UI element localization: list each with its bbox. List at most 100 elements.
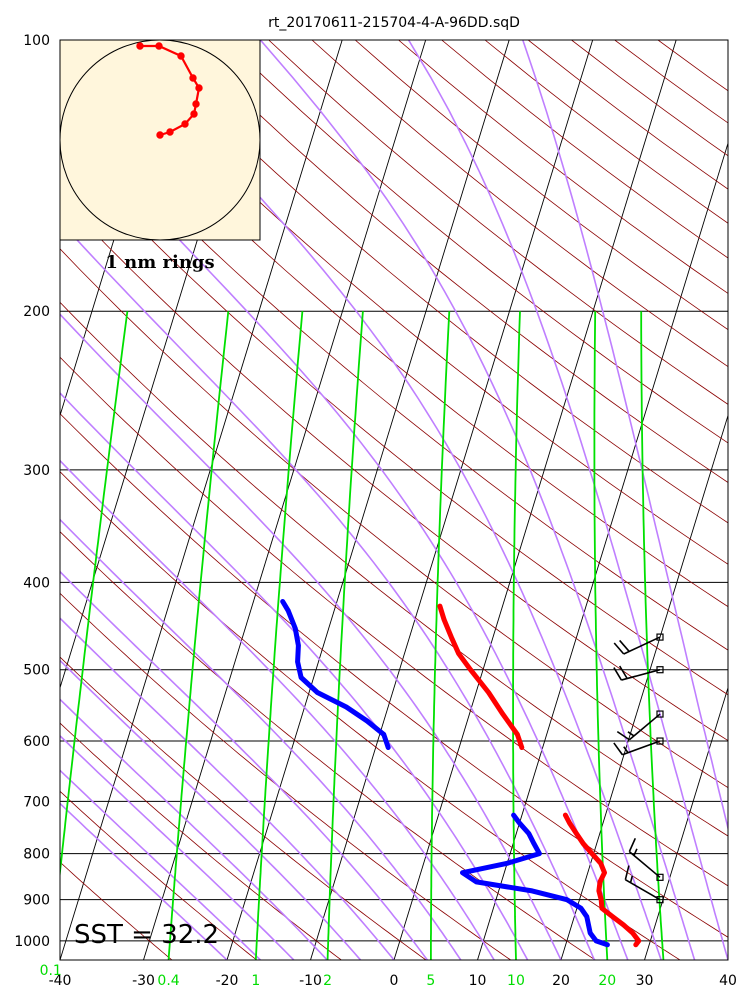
wind-barb-flag (628, 837, 637, 852)
temperature-profile-point (563, 812, 568, 818)
pressure-tick-label: 800 (23, 847, 50, 863)
mixing-ratio-line (60, 311, 129, 881)
wind-barb-shaft (623, 636, 661, 655)
temperature-tick-label: 20 (552, 973, 570, 989)
pressure-tick-label: 400 (23, 575, 50, 591)
temperature-profile-point (633, 942, 639, 948)
hodograph-trace (140, 44, 201, 137)
isotherm-line (143, 40, 427, 960)
temperature-tick-label: -40 (49, 973, 72, 989)
mixing-ratio-line (593, 311, 609, 960)
moist-adiabat-line (60, 108, 629, 960)
hodograph-point (156, 131, 164, 139)
wind-barb-flag (613, 667, 623, 681)
wind-barb (613, 665, 664, 681)
dry-adiabat-line (60, 413, 728, 938)
dry-adiabat-line (60, 145, 728, 696)
isotherm-line (60, 40, 343, 960)
dewpoint-profile-point (385, 745, 391, 750)
wind-barb-station (656, 710, 664, 718)
temperature-profile-point (599, 897, 604, 902)
temperature-profile-point (621, 922, 626, 928)
mixing-ratio-tick-label: 20 (598, 973, 616, 989)
wind-barb (613, 633, 664, 655)
dewpoint-profile-point (293, 626, 298, 631)
dewpoint-profile-point (564, 897, 570, 902)
hodograph-point (136, 42, 144, 50)
wind-barb-half-flag (623, 746, 629, 754)
dewpoint-profile-point (364, 718, 370, 724)
temperature-profile-point (486, 690, 491, 695)
temperature-profile-point (574, 831, 579, 836)
pressure-tick-label: 700 (23, 794, 50, 810)
temperature-profile-point (515, 732, 520, 737)
wind-barb (616, 710, 664, 741)
temperature-profile-point (597, 879, 603, 885)
dewpoint-profile-point (587, 930, 593, 936)
mixing-ratio-tick-label: 10 (507, 973, 525, 989)
dewpoint-profile-point (298, 675, 304, 680)
temperature-profile-point (598, 861, 603, 866)
temperature-profile-point (596, 888, 602, 894)
sst-annotation: SST = 32.2 (74, 920, 219, 950)
temperature-tick-label: -30 (132, 973, 155, 989)
temperature-profile-point (500, 711, 506, 717)
dewpoint-profile-point (531, 841, 537, 846)
hodograph-point (192, 100, 200, 108)
dewpoint-profile-point (605, 942, 610, 948)
isotherm-line (226, 40, 510, 960)
moist-adiabat-line (522, 40, 728, 832)
dewpoint-profile-point (537, 851, 542, 856)
dewpoint-profile-point (526, 831, 532, 836)
wind-barb (628, 837, 664, 881)
mixing-ratio-line (512, 311, 521, 960)
mixing-ratio-tick-label: 1 (251, 973, 260, 989)
wind-barb-station (656, 896, 664, 904)
isotherm-line (644, 686, 728, 960)
hodograph-background (59, 39, 261, 241)
mixing-ratio-tick-label: 5 (426, 973, 435, 989)
dewpoint-profile-point (315, 690, 320, 695)
moist-adiabat-line (60, 659, 362, 960)
temperature-tick-label: -10 (299, 973, 322, 989)
wind-barb-half-flag (627, 731, 635, 737)
dewpoint-profile-point (578, 906, 584, 911)
wind-barb-flag (624, 865, 630, 880)
dewpoint-profile-point (460, 870, 465, 875)
pressure-tick-label: 500 (23, 663, 50, 679)
moist-adiabat-line (60, 734, 295, 960)
wind-barb-half-flag (629, 875, 634, 883)
chart-title: rt_20170611-215704-4-A-96DD.sqD (268, 15, 520, 31)
dry-adiabat-line (181, 40, 728, 483)
moist-adiabat-line (60, 802, 228, 960)
temperature-profile-point (437, 603, 443, 609)
temperature-tick-label: -20 (216, 973, 239, 989)
dewpoint-profile-point (344, 704, 349, 710)
temperature-tick-label: 10 (469, 973, 487, 989)
hodograph-point (190, 110, 198, 118)
wind-barbs (613, 633, 664, 904)
dry-adiabat-line (60, 592, 511, 960)
isotherm-line (393, 40, 677, 960)
hodograph-point (181, 120, 189, 128)
mixing-ratio-line (430, 311, 451, 960)
mixing-ratio-tick-label: 2 (323, 973, 332, 989)
dewpoint-profile-point (286, 608, 291, 613)
wind-barb-shaft (621, 668, 661, 681)
hodograph-ring-label: 1 nm rings (105, 252, 214, 273)
wind-barb-flag (619, 639, 630, 652)
temperature-tick-label: 0 (390, 973, 399, 989)
pressure-tick-label: 300 (23, 463, 50, 479)
dry-adiabat-line (60, 790, 257, 960)
temperature-profile (562, 812, 642, 948)
dewpoint-profile-point (504, 861, 510, 866)
pressure-tick-label: 1000 (14, 934, 50, 950)
dry-adiabat-line (138, 40, 728, 524)
moist-adiabat-line (407, 40, 728, 960)
dewpoint-profile-point (584, 914, 590, 919)
hodograph-point (189, 74, 197, 82)
moist-adiabat-line (259, 40, 696, 960)
pressure-tick-label: 900 (23, 893, 50, 909)
wind-barb-shaft (622, 740, 661, 756)
